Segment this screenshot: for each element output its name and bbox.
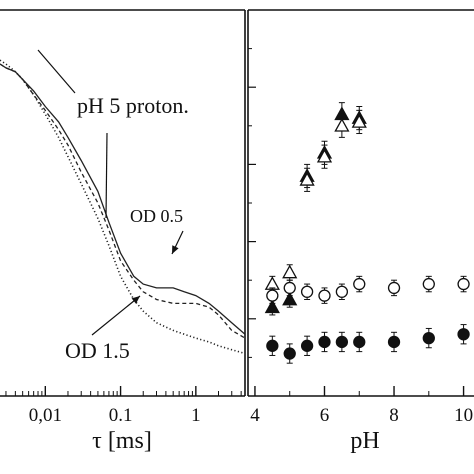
annotation-label: OD 1.5 bbox=[65, 338, 130, 363]
annotation-arrowhead bbox=[172, 245, 179, 254]
annotation-leader-line bbox=[37, 49, 76, 94]
filled-circle-marker bbox=[335, 335, 349, 349]
left-x-tick-label: 0.1 bbox=[109, 405, 133, 426]
open-triangle-marker bbox=[351, 114, 367, 128]
filled-circle-marker bbox=[300, 339, 314, 352]
open-circle-marker bbox=[266, 289, 279, 302]
open-circle-marker bbox=[353, 277, 366, 291]
right-x-tick-label: 8 bbox=[389, 405, 399, 426]
annotation-arrowhead bbox=[131, 296, 140, 304]
open-circle-marker bbox=[283, 281, 296, 295]
annotation-label: OD 0.5 bbox=[130, 206, 183, 226]
filled-circle-marker bbox=[353, 335, 366, 349]
left-plot-panel: 0,01 0.1 1 pH 5 proton. OD 0.5 OD 1.5 τ [ms] bbox=[0, 9, 246, 454]
open-circle-marker bbox=[387, 281, 401, 295]
filled-circle-marker bbox=[457, 328, 470, 341]
right-data-points bbox=[264, 102, 470, 364]
open-triangle-marker bbox=[334, 117, 350, 132]
left-curves bbox=[0, 59, 246, 355]
filled-circle-marker bbox=[422, 331, 435, 345]
filled-circle-marker bbox=[266, 339, 279, 352]
left-x-axis-title: τ [ms] bbox=[92, 428, 152, 454]
left-annotations: pH 5 proton. OD 0.5 OD 1.5 bbox=[37, 49, 189, 363]
right-x-tick-label: 10 bbox=[454, 405, 473, 426]
open-circle-marker bbox=[318, 289, 331, 302]
open-circle-marker bbox=[457, 277, 470, 291]
right-plot-panel: 4 6 8 10 pH bbox=[247, 9, 474, 454]
left-x-ticks: 0,01 0.1 1 bbox=[5, 386, 242, 426]
filled-triangle-marker bbox=[282, 291, 298, 306]
annotation-leader-line bbox=[105, 132, 108, 219]
open-triangle-marker bbox=[299, 172, 315, 186]
filled-circle-marker bbox=[283, 347, 296, 360]
open-circle-marker bbox=[300, 285, 314, 298]
annotation-label: pH 5 proton. bbox=[77, 93, 189, 118]
filled-circle-marker bbox=[318, 335, 331, 349]
annotation-leader-line bbox=[91, 295, 141, 336]
left-x-tick-label: 1 bbox=[191, 405, 201, 426]
left-curve-solid bbox=[0, 63, 246, 335]
right-x-tick-label: 6 bbox=[320, 405, 330, 426]
left-x-tick-label: 0,01 bbox=[29, 405, 62, 426]
open-triangle-marker bbox=[316, 148, 333, 163]
right-y-ticks bbox=[248, 48, 256, 358]
filled-circle-marker bbox=[387, 335, 401, 349]
right-x-ticks: 4 6 8 10 bbox=[250, 386, 473, 426]
right-x-tick-label: 4 bbox=[250, 405, 260, 426]
right-x-axis-title: pH bbox=[350, 428, 379, 454]
filled-triangle-marker bbox=[264, 299, 280, 314]
open-circle-marker bbox=[335, 285, 349, 298]
open-triangle-marker bbox=[282, 264, 298, 279]
left-curve-dashed bbox=[0, 63, 246, 339]
open-circle-marker bbox=[422, 277, 435, 291]
